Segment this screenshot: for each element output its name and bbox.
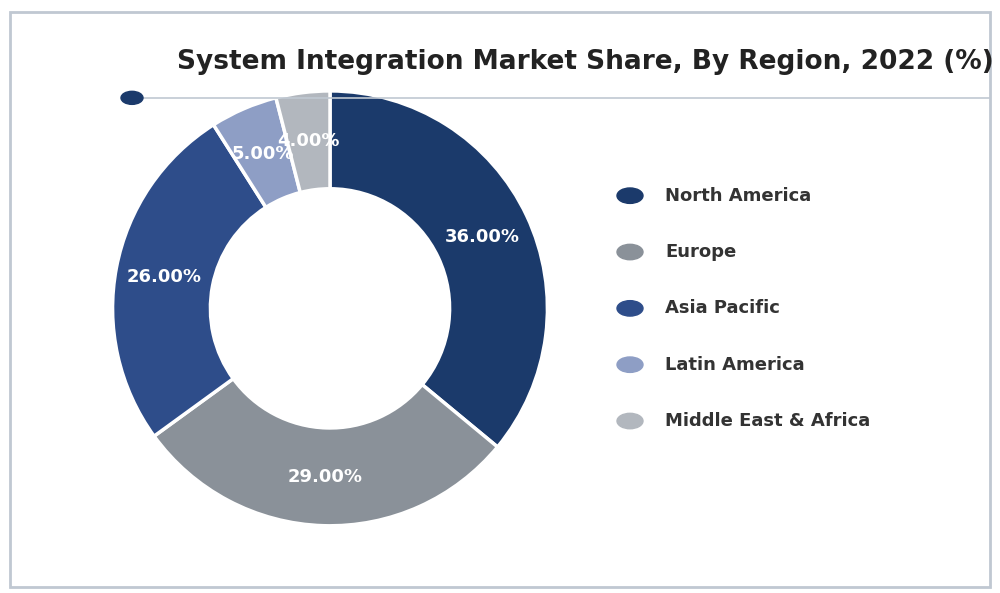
Text: System Integration Market Share, By Region, 2022 (%): System Integration Market Share, By Regi… xyxy=(177,49,993,75)
Text: 36.00%: 36.00% xyxy=(445,228,520,246)
Wedge shape xyxy=(154,379,498,526)
Text: Middle East & Africa: Middle East & Africa xyxy=(665,412,870,430)
Text: Europe: Europe xyxy=(665,243,736,261)
Wedge shape xyxy=(276,91,330,193)
Text: 29.00%: 29.00% xyxy=(287,468,362,486)
Wedge shape xyxy=(213,98,300,208)
Wedge shape xyxy=(330,91,547,447)
Text: Latin America: Latin America xyxy=(665,356,805,374)
Text: 26.00%: 26.00% xyxy=(127,268,202,286)
Circle shape xyxy=(210,189,450,428)
Text: 4.00%: 4.00% xyxy=(278,132,340,150)
Text: 5.00%: 5.00% xyxy=(232,145,294,162)
Text: North America: North America xyxy=(665,187,811,205)
Text: Asia Pacific: Asia Pacific xyxy=(665,299,780,317)
Wedge shape xyxy=(113,125,266,436)
